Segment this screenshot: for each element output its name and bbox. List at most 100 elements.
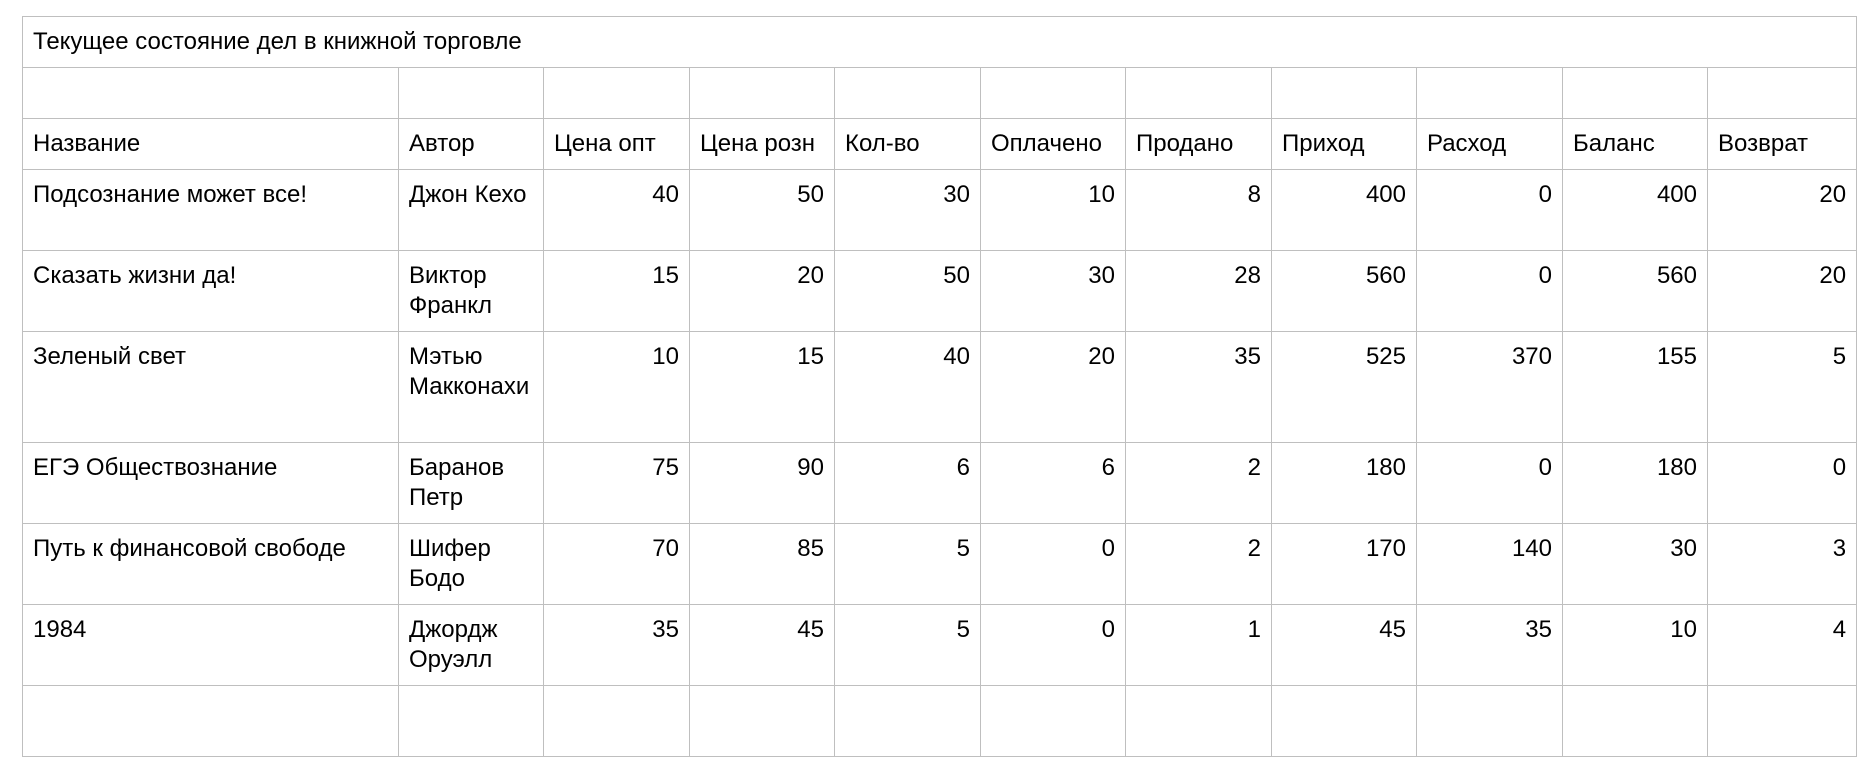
cell-quantity[interactable]: 50 — [834, 250, 981, 332]
empty-cell[interactable] — [1416, 67, 1563, 119]
empty-cell[interactable] — [1562, 685, 1708, 757]
cell-name[interactable]: Путь к финансовой свободе — [22, 523, 399, 605]
empty-cell[interactable] — [689, 67, 835, 119]
empty-cell[interactable] — [22, 685, 399, 757]
cell-returned[interactable]: 5 — [1706, 331, 1858, 443]
cell-income[interactable]: 525 — [1271, 331, 1417, 443]
header-sold[interactable]: Продано — [1125, 118, 1272, 170]
cell-retail-price[interactable]: 90 — [689, 442, 835, 524]
empty-cell[interactable] — [22, 67, 399, 119]
header-balance[interactable]: Баланс — [1562, 118, 1708, 170]
cell-balance[interactable]: 560 — [1562, 250, 1708, 332]
cell-quantity[interactable]: 30 — [834, 169, 981, 251]
cell-wholesale-price[interactable]: 10 — [543, 331, 690, 443]
cell-name[interactable]: Зеленый свет — [22, 331, 399, 443]
empty-cell[interactable] — [1416, 685, 1563, 757]
empty-cell[interactable] — [689, 685, 835, 757]
empty-cell[interactable] — [1706, 67, 1858, 119]
cell-balance[interactable]: 30 — [1562, 523, 1708, 605]
cell-retail-price[interactable]: 45 — [689, 604, 835, 686]
cell-quantity[interactable]: 40 — [834, 331, 981, 443]
cell-quantity[interactable]: 6 — [834, 442, 981, 524]
cell-returned[interactable]: 20 — [1706, 250, 1858, 332]
cell-sold[interactable]: 1 — [1125, 604, 1272, 686]
cell-retail-price[interactable]: 15 — [689, 331, 835, 443]
cell-expense[interactable]: 0 — [1416, 169, 1563, 251]
cell-name[interactable]: 1984 — [22, 604, 399, 686]
cell-paid[interactable]: 6 — [980, 442, 1126, 524]
cell-income[interactable]: 560 — [1271, 250, 1417, 332]
cell-wholesale-price[interactable]: 15 — [543, 250, 690, 332]
header-income[interactable]: Приход — [1271, 118, 1417, 170]
empty-cell[interactable] — [1271, 67, 1417, 119]
empty-cell[interactable] — [1125, 685, 1272, 757]
cell-sold[interactable]: 2 — [1125, 442, 1272, 524]
empty-cell[interactable] — [398, 67, 544, 119]
cell-retail-price[interactable]: 20 — [689, 250, 835, 332]
cell-wholesale-price[interactable]: 35 — [543, 604, 690, 686]
cell-income[interactable]: 45 — [1271, 604, 1417, 686]
cell-expense[interactable]: 35 — [1416, 604, 1563, 686]
cell-retail-price[interactable]: 50 — [689, 169, 835, 251]
cell-income[interactable]: 400 — [1271, 169, 1417, 251]
empty-cell[interactable] — [980, 685, 1126, 757]
header-expense[interactable]: Расход — [1416, 118, 1563, 170]
empty-cell[interactable] — [398, 685, 544, 757]
cell-sold[interactable]: 35 — [1125, 331, 1272, 443]
cell-expense[interactable]: 370 — [1416, 331, 1563, 443]
cell-author[interactable]: Баранов Петр — [398, 442, 544, 524]
header-retail-price[interactable]: Цена розн — [689, 118, 835, 170]
cell-balance[interactable]: 400 — [1562, 169, 1708, 251]
cell-sold[interactable]: 28 — [1125, 250, 1272, 332]
cell-quantity[interactable]: 5 — [834, 604, 981, 686]
empty-cell[interactable] — [543, 685, 690, 757]
cell-author[interactable]: Шифер Бодо — [398, 523, 544, 605]
cell-paid[interactable]: 0 — [980, 604, 1126, 686]
cell-sold[interactable]: 2 — [1125, 523, 1272, 605]
empty-cell[interactable] — [834, 685, 981, 757]
cell-name[interactable]: ЕГЭ Обществознание — [22, 442, 399, 524]
cell-balance[interactable]: 155 — [1562, 331, 1708, 443]
cell-expense[interactable]: 140 — [1416, 523, 1563, 605]
empty-cell[interactable] — [834, 67, 981, 119]
cell-returned[interactable]: 20 — [1706, 169, 1858, 251]
cell-paid[interactable]: 0 — [980, 523, 1126, 605]
empty-cell[interactable] — [1706, 685, 1858, 757]
cell-retail-price[interactable]: 85 — [689, 523, 835, 605]
cell-wholesale-price[interactable]: 70 — [543, 523, 690, 605]
cell-wholesale-price[interactable]: 40 — [543, 169, 690, 251]
cell-expense[interactable]: 0 — [1416, 250, 1563, 332]
empty-cell[interactable] — [1125, 67, 1272, 119]
cell-wholesale-price[interactable]: 75 — [543, 442, 690, 524]
cell-author[interactable]: Виктор Франкл — [398, 250, 544, 332]
cell-author[interactable]: Джон Кехо — [398, 169, 544, 251]
header-author[interactable]: Автор — [398, 118, 544, 170]
cell-author[interactable]: Джордж Оруэлл — [398, 604, 544, 686]
cell-balance[interactable]: 180 — [1562, 442, 1708, 524]
empty-cell[interactable] — [543, 67, 690, 119]
cell-balance[interactable]: 10 — [1562, 604, 1708, 686]
header-paid[interactable]: Оплачено — [980, 118, 1126, 170]
header-quantity[interactable]: Кол-во — [834, 118, 981, 170]
header-wholesale-price[interactable]: Цена опт — [543, 118, 690, 170]
empty-cell[interactable] — [1271, 685, 1417, 757]
empty-cell[interactable] — [980, 67, 1126, 119]
cell-returned[interactable]: 0 — [1706, 442, 1858, 524]
cell-name[interactable]: Подсознание может все! — [22, 169, 399, 251]
cell-name[interactable]: Сказать жизни да! — [22, 250, 399, 332]
cell-quantity[interactable]: 5 — [834, 523, 981, 605]
cell-paid[interactable]: 10 — [980, 169, 1126, 251]
cell-returned[interactable]: 3 — [1706, 523, 1858, 605]
cell-author[interactable]: Мэтью Макконахи — [398, 331, 544, 443]
cell-income[interactable]: 170 — [1271, 523, 1417, 605]
cell-paid[interactable]: 30 — [980, 250, 1126, 332]
header-returned[interactable]: Возврат — [1706, 118, 1858, 170]
cell-expense[interactable]: 0 — [1416, 442, 1563, 524]
cell-income[interactable]: 180 — [1271, 442, 1417, 524]
cell-sold[interactable]: 8 — [1125, 169, 1272, 251]
cell-paid[interactable]: 20 — [980, 331, 1126, 443]
sheet-title[interactable]: Текущее состояние дел в книжной торговле — [21, 16, 1858, 68]
empty-cell[interactable] — [1562, 67, 1708, 119]
header-name[interactable]: Название — [22, 118, 399, 170]
cell-returned[interactable]: 4 — [1706, 604, 1858, 686]
